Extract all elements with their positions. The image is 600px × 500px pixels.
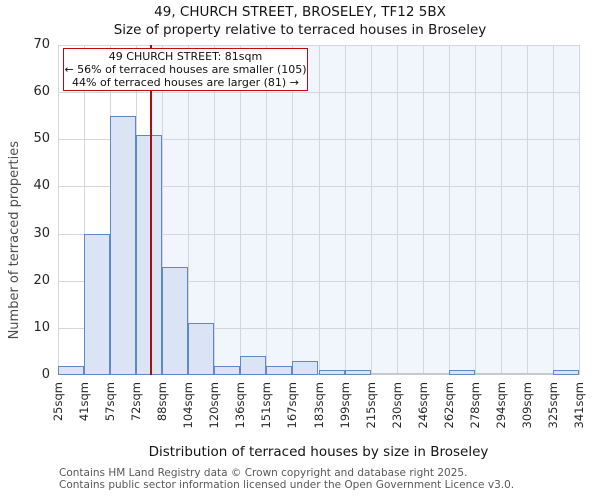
footer: Contains HM Land Registry data © Crown c… bbox=[59, 467, 515, 491]
gridline-vertical bbox=[266, 45, 268, 375]
gridline-vertical bbox=[422, 45, 424, 375]
y-tick-label: 0 bbox=[41, 367, 50, 382]
annotation-line-2: ← 56% of terraced houses are smaller (10… bbox=[64, 63, 307, 76]
gridline-vertical bbox=[370, 45, 372, 375]
histogram-bar bbox=[266, 365, 293, 375]
y-tick-label: 60 bbox=[33, 84, 50, 100]
x-tick-label: 199sqm bbox=[337, 382, 352, 429]
x-tick-label: 167sqm bbox=[285, 382, 300, 429]
histogram-bar bbox=[318, 370, 345, 375]
x-tick-label: 41sqm bbox=[77, 382, 92, 422]
chart-subtitle: Size of property relative to terraced ho… bbox=[113, 22, 487, 38]
x-tick-label: 294sqm bbox=[493, 382, 508, 429]
x-tick-label: 262sqm bbox=[441, 382, 456, 429]
gridline-vertical bbox=[396, 45, 398, 375]
x-axis-label: Distribution of terraced houses by size … bbox=[148, 444, 489, 460]
x-tick-label: 278sqm bbox=[467, 382, 482, 429]
plot-area bbox=[58, 45, 580, 375]
gridline-vertical bbox=[318, 45, 320, 375]
histogram-bar bbox=[240, 356, 267, 375]
x-tick-label: 325sqm bbox=[545, 382, 560, 429]
histogram-bar bbox=[292, 360, 319, 375]
gridline-vertical bbox=[448, 45, 450, 375]
y-tick-label: 40 bbox=[33, 178, 50, 194]
larger-than-region bbox=[150, 45, 579, 375]
x-tick-label: 88sqm bbox=[155, 382, 170, 422]
annotation-box: 49 CHURCH STREET: 81sqm ← 56% of terrace… bbox=[63, 48, 308, 91]
annotation-line-1: 49 CHURCH STREET: 81sqm bbox=[108, 50, 263, 63]
histogram-bar bbox=[84, 233, 111, 375]
x-tick-label: 183sqm bbox=[311, 382, 326, 429]
gridline-vertical bbox=[214, 45, 216, 375]
histogram-bar bbox=[136, 134, 163, 375]
histogram-bar bbox=[552, 370, 579, 375]
x-tick-label: 104sqm bbox=[181, 382, 196, 429]
gridline-vertical bbox=[526, 45, 528, 375]
x-tick-label: 246sqm bbox=[415, 382, 430, 429]
gridline-vertical bbox=[344, 45, 346, 375]
histogram-bar bbox=[162, 266, 189, 375]
property-size-marker-line bbox=[149, 45, 152, 375]
gridline-vertical bbox=[84, 45, 86, 375]
x-tick-label: 309sqm bbox=[519, 382, 534, 429]
footer-line-1: Contains HM Land Registry data © Crown c… bbox=[59, 467, 468, 479]
gridline-vertical bbox=[162, 45, 164, 375]
gridline-vertical bbox=[552, 45, 554, 375]
y-tick-label: 20 bbox=[33, 272, 50, 288]
x-tick-label: 151sqm bbox=[259, 382, 274, 429]
histogram-bar bbox=[344, 370, 371, 375]
gridline-vertical bbox=[292, 45, 294, 375]
footer-line-2: Contains public sector information licen… bbox=[59, 478, 515, 491]
x-tick-label: 57sqm bbox=[103, 382, 118, 422]
x-tick-label: 230sqm bbox=[389, 382, 404, 429]
histogram-bar bbox=[110, 115, 137, 375]
y-tick-label: 30 bbox=[33, 225, 50, 241]
gridline-vertical bbox=[579, 45, 580, 375]
annotation-line-3: 44% of terraced houses are larger (81) → bbox=[72, 76, 299, 89]
chart-title: 49, CHURCH STREET, BROSELEY, TF12 5BX bbox=[154, 4, 446, 20]
histogram-bar bbox=[188, 323, 215, 375]
x-tick-label: 72sqm bbox=[129, 382, 144, 422]
histogram-bar bbox=[214, 365, 241, 375]
x-tick-label: 341sqm bbox=[572, 382, 586, 429]
gridline-vertical bbox=[58, 45, 59, 375]
histogram-bar bbox=[58, 365, 85, 375]
x-tick-label: 25sqm bbox=[51, 382, 65, 422]
histogram-bar bbox=[448, 370, 475, 375]
y-tick-label: 50 bbox=[33, 131, 50, 147]
x-tick-label: 136sqm bbox=[233, 382, 248, 429]
x-tick-label: 120sqm bbox=[207, 382, 222, 429]
gridline-vertical bbox=[188, 45, 190, 375]
gridline-vertical bbox=[474, 45, 476, 375]
x-tick-label: 215sqm bbox=[363, 382, 378, 429]
y-tick-label: 10 bbox=[33, 319, 50, 335]
gridline-vertical bbox=[500, 45, 502, 375]
y-tick-label: 70 bbox=[33, 37, 50, 52]
gridline-vertical bbox=[240, 45, 242, 375]
